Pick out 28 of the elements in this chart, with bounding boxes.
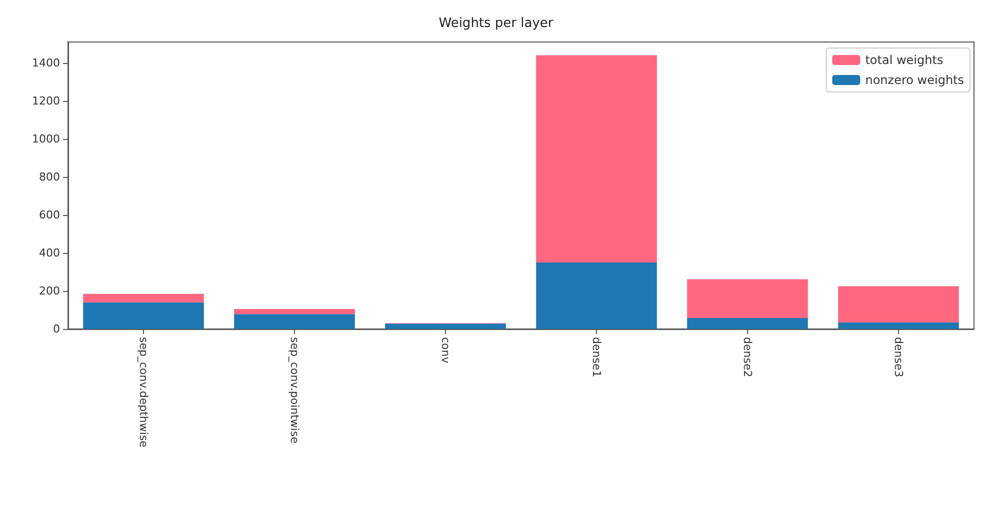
y-tick-label: 0 xyxy=(53,322,60,336)
x-tick-label: sep_conv.depthwise xyxy=(137,337,150,448)
bar xyxy=(234,314,355,329)
bar xyxy=(385,324,506,329)
y-tick-label: 1400 xyxy=(32,56,60,70)
y-tick-label: 200 xyxy=(39,284,60,298)
bar xyxy=(687,318,808,329)
x-tick-label: dense2 xyxy=(741,337,754,378)
legend-label: total weights xyxy=(865,53,944,67)
y-tick-label: 400 xyxy=(39,246,60,260)
bar xyxy=(83,294,204,302)
bar xyxy=(838,286,959,322)
x-tick-label: dense1 xyxy=(590,337,603,378)
bar xyxy=(838,322,959,329)
y-tick-label: 1000 xyxy=(32,132,60,146)
bar xyxy=(536,262,657,329)
y-tick-label: 600 xyxy=(39,208,60,222)
x-tick-label: conv xyxy=(439,337,452,364)
x-tick-label: dense3 xyxy=(892,337,905,378)
chart-title: Weights per layer xyxy=(438,16,554,31)
bar xyxy=(687,279,808,318)
bar xyxy=(83,302,204,329)
bar xyxy=(234,309,355,314)
legend-label: nonzero weights xyxy=(865,73,964,87)
y-tick-label: 1200 xyxy=(32,94,60,108)
y-tick-label: 800 xyxy=(39,170,60,184)
x-tick-label: sep_conv.pointwise xyxy=(288,337,301,444)
bar xyxy=(536,55,657,262)
